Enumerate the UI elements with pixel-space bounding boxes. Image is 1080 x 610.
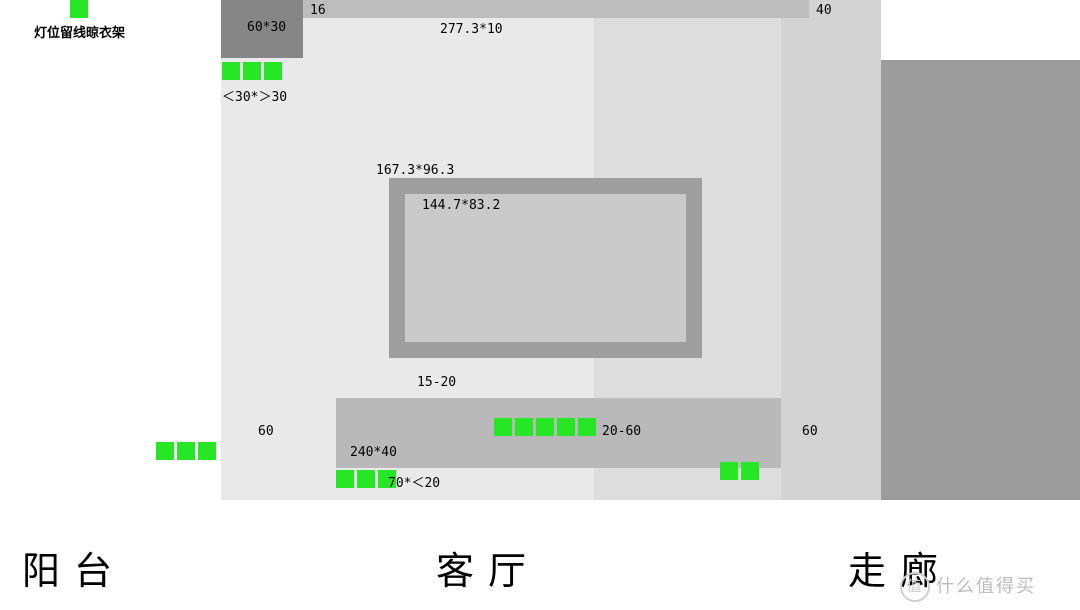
label-inner_dim: 144.7*83.2 xyxy=(422,198,500,213)
green-cab_mid-sq-1 xyxy=(515,418,533,436)
block-corridor xyxy=(881,60,1080,500)
label-left_60: 60 xyxy=(258,424,274,439)
label-outer_dim: 167.3*96.3 xyxy=(376,163,454,178)
watermark-text: 什么值得买 xyxy=(936,576,1036,596)
label-beam_40: 40 xyxy=(816,3,832,18)
green-cab_mid-sq-3 xyxy=(557,418,575,436)
green-cab_br-sq-1 xyxy=(741,462,759,480)
label-dark_dim: 60*30 xyxy=(247,20,286,35)
block-topbeam xyxy=(303,0,809,18)
label-mid_2060: 20-60 xyxy=(602,424,641,439)
label-right_60: 60 xyxy=(802,424,818,439)
label-beam_16: 16 xyxy=(310,3,326,18)
watermark-badge: 值 xyxy=(900,572,930,602)
green-left_low-sq-2 xyxy=(198,442,216,460)
watermark: 值什么值得买 xyxy=(900,572,1036,602)
green-cab_bl-sq-0 xyxy=(336,470,354,488)
label-lt30: ＜30*＞30 xyxy=(222,86,287,105)
green-under_dark-sq-2 xyxy=(264,62,282,80)
label-plinth_dim: 70*＜20 xyxy=(388,472,440,491)
green-left_low-sq-0 xyxy=(156,442,174,460)
label-cab_dim: 240*40 xyxy=(350,445,397,460)
green-cab_bl-sq-1 xyxy=(357,470,375,488)
label-beam_dim: 277.3*10 xyxy=(440,22,503,37)
room-balcony: 阳台 xyxy=(22,540,126,595)
block-zone3 xyxy=(781,0,881,500)
green-cab_mid-sq-0 xyxy=(494,418,512,436)
green-under_dark-sq-0 xyxy=(222,62,240,80)
green-cab_br-sq-0 xyxy=(720,462,738,480)
block-tvinner xyxy=(405,194,686,342)
green-top_single-sq-0 xyxy=(70,0,88,18)
green-left_low-sq-1 xyxy=(177,442,195,460)
green-cab_mid-sq-4 xyxy=(578,418,596,436)
label-lamp_rack: 灯位留线晾衣架 xyxy=(34,22,125,41)
green-under_dark-sq-1 xyxy=(243,62,261,80)
green-cab_mid-sq-2 xyxy=(536,418,554,436)
room-living: 客厅 xyxy=(436,540,540,595)
label-gap_1520: 15-20 xyxy=(417,375,456,390)
